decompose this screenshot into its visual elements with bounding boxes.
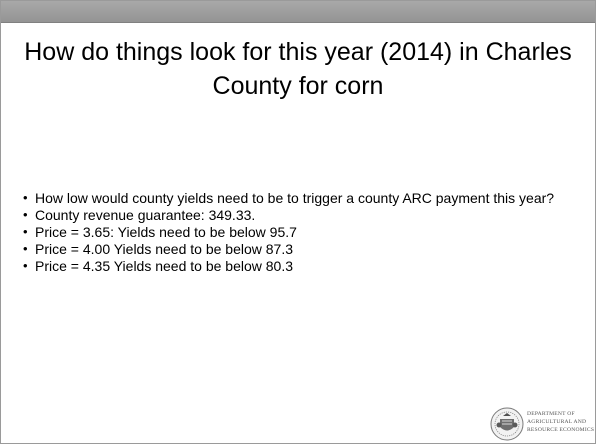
slide-header-bar [1, 1, 595, 23]
bullet-item: Price = 4.00 Yields need to be below 87.… [23, 242, 563, 256]
bullet-list: How low would county yields need to be t… [23, 191, 563, 276]
department-name-line: RESOURCE ECONOMICS [527, 427, 595, 433]
department-logo: DEPARTMENT OF AGRICULTURAL AND RESOURCE … [490, 405, 595, 443]
department-name-line: AGRICULTURAL AND [527, 419, 587, 425]
bullet-item: County revenue guarantee: 349.33. [23, 208, 563, 222]
slide-title: How do things look for this year (2014) … [24, 38, 572, 100]
bullet-item: How low would county yields need to be t… [23, 191, 563, 205]
bullet-item: Price = 3.65: Yields need to be below 95… [23, 225, 563, 239]
university-seal-icon [490, 407, 524, 441]
department-name-line: DEPARTMENT OF [527, 411, 575, 417]
bullet-item: Price = 4.35 Yields need to be below 80.… [23, 259, 563, 273]
department-name: DEPARTMENT OF AGRICULTURAL AND RESOURCE … [527, 410, 595, 434]
